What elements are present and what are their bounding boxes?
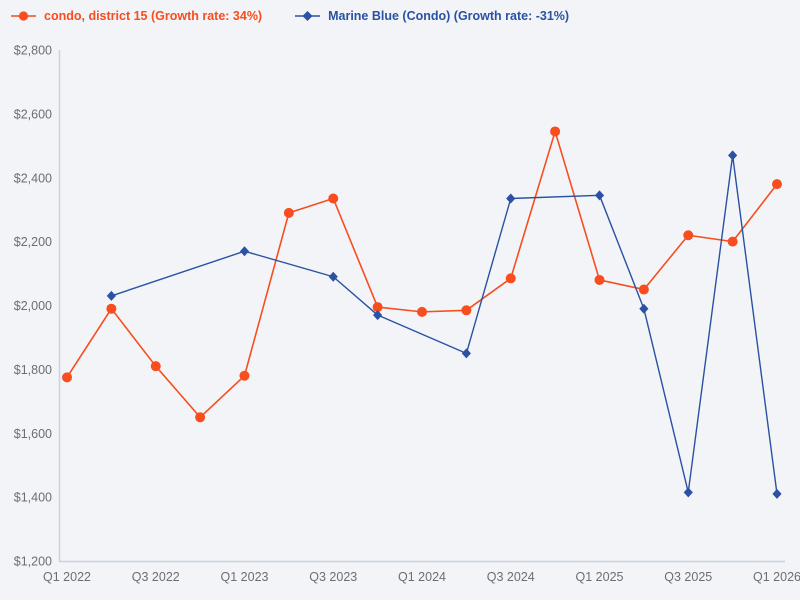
y-axis-tick-label: $2,200: [14, 235, 52, 249]
data-point-marker[interactable]: [550, 126, 561, 137]
x-axis-tick-label: Q1 2022: [43, 570, 91, 584]
y-axis-tick-label: $2,600: [14, 107, 52, 121]
data-point-marker[interactable]: [728, 150, 738, 161]
data-point-marker[interactable]: [62, 372, 72, 383]
x-axis-tick-label: Q1 2025: [576, 570, 624, 584]
data-point-marker[interactable]: [461, 348, 471, 359]
data-point-marker[interactable]: [239, 370, 250, 381]
x-axis-tick-label: Q3 2024: [487, 570, 535, 584]
y-axis-tick-label: $1,600: [14, 427, 52, 441]
data-point-marker[interactable]: [683, 230, 694, 241]
data-point-marker[interactable]: [372, 302, 383, 313]
data-point-marker[interactable]: [506, 193, 516, 204]
chart-legend: condo, district 15 (Growth rate: 34%) Ma…: [10, 9, 569, 23]
data-point-marker[interactable]: [328, 193, 339, 204]
data-point-marker[interactable]: [283, 207, 294, 218]
data-point-marker[interactable]: [150, 361, 161, 372]
legend-item-marine-blue[interactable]: Marine Blue (Condo) (Growth rate: -31%): [294, 9, 569, 23]
x-axis-tick-label: Q3 2025: [664, 570, 712, 584]
y-axis-tick-label: $1,400: [14, 491, 52, 505]
x-axis-tick-label: Q1 2024: [398, 570, 446, 584]
legend-item-condo-district-15[interactable]: condo, district 15 (Growth rate: 34%): [10, 9, 262, 23]
data-point-marker[interactable]: [594, 274, 605, 285]
y-axis-tick-label: $2,400: [14, 171, 52, 185]
y-axis-tick-label: $2,000: [14, 299, 52, 313]
legend-diamond-marker-icon: [295, 11, 321, 21]
data-point-marker[interactable]: [505, 273, 516, 284]
data-point-marker[interactable]: [239, 246, 250, 257]
legend-label-marine-blue: Marine Blue (Condo) (Growth rate: -31%): [328, 9, 570, 23]
y-axis-tick-label: $1,800: [14, 363, 52, 377]
data-point-marker[interactable]: [638, 284, 649, 295]
data-point-marker[interactable]: [639, 303, 649, 314]
data-point-marker[interactable]: [417, 306, 427, 317]
data-point-marker[interactable]: [195, 412, 206, 423]
x-axis-tick-label: Q1 2026: [753, 570, 800, 584]
data-point-marker[interactable]: [461, 305, 472, 316]
data-point-marker[interactable]: [328, 271, 338, 282]
legend-label-condo-district-15: condo, district 15 (Growth rate: 34%): [44, 9, 263, 23]
data-point-marker[interactable]: [772, 488, 782, 499]
data-point-marker[interactable]: [106, 303, 117, 314]
data-point-marker[interactable]: [683, 487, 693, 498]
axis-lines: [58, 50, 785, 563]
y-axis-tick-label: $1,200: [14, 555, 52, 569]
x-axis-tick-label: Q3 2023: [309, 570, 357, 584]
data-point-marker[interactable]: [727, 236, 738, 247]
x-axis-tick-label: Q3 2022: [132, 570, 180, 584]
y-axis-tick-label: $2,800: [14, 44, 52, 58]
data-point-marker[interactable]: [772, 179, 782, 190]
data-point-marker[interactable]: [594, 190, 605, 201]
x-axis-tick-label: Q1 2023: [221, 570, 269, 584]
legend-circle-marker-icon: [11, 11, 36, 21]
series-line-1: [111, 154, 778, 495]
data-point-marker[interactable]: [106, 290, 116, 301]
data-point-marker[interactable]: [373, 310, 383, 321]
